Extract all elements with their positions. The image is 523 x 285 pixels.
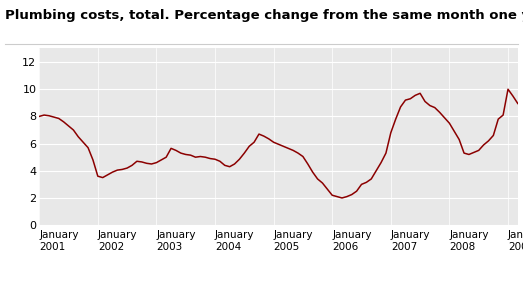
Text: Plumbing costs, total. Percentage change from the same month one year before: Plumbing costs, total. Percentage change… bbox=[5, 9, 523, 22]
